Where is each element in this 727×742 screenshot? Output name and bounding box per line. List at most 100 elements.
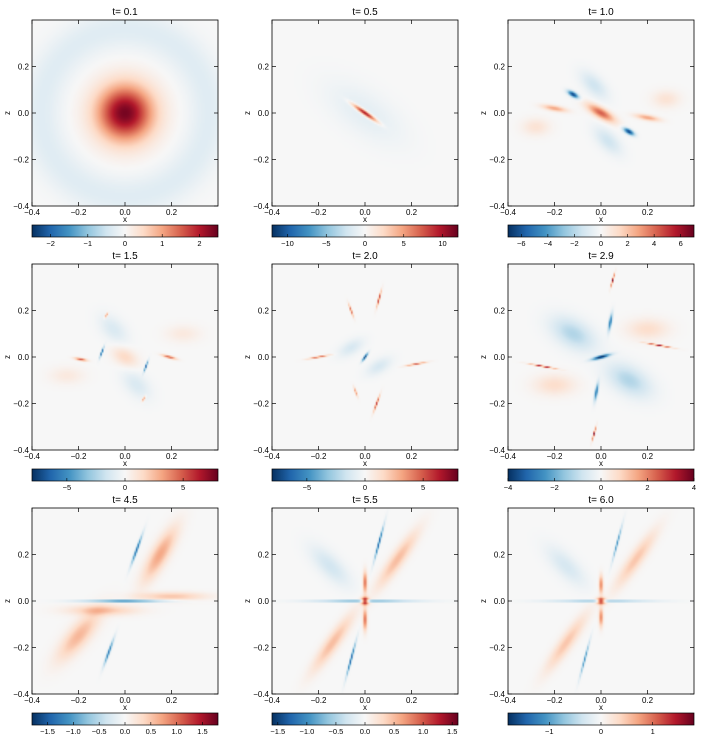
colorbar-tick-label: 1.0 [418, 727, 428, 736]
x-tick-label: 0.2 [166, 452, 178, 461]
y-tick-label: 0.0 [18, 109, 30, 118]
x-axis-label: x [363, 459, 367, 468]
y-axis-label: z [243, 599, 252, 603]
y-tick-label: 0.0 [494, 109, 506, 118]
y-tick-label: −0.4 [489, 202, 505, 211]
panel-1: t= 0.1 −0.4 −0.2 0.0 0.2 −0.4 −0.2 0.0 0.2 x z −2 −1… [3, 7, 219, 248]
colorbar-tick-label: −5 [303, 483, 312, 492]
y-tick-label: −0.2 [253, 644, 269, 653]
y-tick-label: 0.0 [494, 353, 506, 362]
y-tick-label: 0.2 [258, 307, 270, 316]
panel-9: t= 6.0 −0.4 −0.2 0.0 0.2 −0.4 −0.2 0.0 0.2 x z −1 0 1 [479, 495, 695, 736]
colorbar-tick-label: 1.5 [197, 727, 207, 736]
x-axis-label: x [123, 215, 127, 224]
x-tick-label: −0.4 [264, 208, 280, 217]
colorbar-tick-label: −1.0 [299, 727, 314, 736]
colorbar-tick-label: 0 [123, 483, 127, 492]
panel-2: t= 0.5 −0.4 −0.2 0.0 0.2 −0.4 −0.2 0.0 0.2 x z −10 −… [243, 7, 459, 248]
y-tick-label: −0.4 [13, 446, 29, 455]
panel-7: t= 4.5 −0.4 −0.2 0.0 0.2 −0.4 −0.2 0.0 0.2 x z −1.5… [3, 495, 219, 736]
y-tick-label: 0.0 [18, 353, 30, 362]
colorbar-tick-label: 5 [402, 239, 406, 248]
colorbar-tick-label: −1.0 [66, 727, 81, 736]
colorbar-tick-label: 2 [625, 239, 629, 248]
y-tick-label: 0.0 [258, 109, 270, 118]
x-tick-label: 0.0 [119, 208, 131, 217]
colorbar-tick-label: 5 [181, 483, 185, 492]
x-tick-label: 0.0 [595, 452, 607, 461]
heatmap-image [272, 20, 458, 206]
y-tick-label: 0.2 [18, 551, 30, 560]
y-tick-label: −0.2 [253, 400, 269, 409]
colorbar-tick-label: 0 [599, 727, 603, 736]
colorbar-tick-label: 4 [652, 239, 656, 248]
colorbar-tick-label: −1 [84, 239, 93, 248]
x-axis-label: x [363, 215, 367, 224]
y-axis-label: z [3, 355, 12, 359]
x-tick-label: −0.4 [24, 208, 40, 217]
y-tick-label: 0.0 [494, 597, 506, 606]
y-tick-label: −0.4 [253, 690, 269, 699]
heatmap-image [32, 20, 218, 206]
colorbar-tick-label: −4 [504, 483, 513, 492]
x-tick-label: 0.2 [406, 452, 418, 461]
panel-8: t= 5.5 −0.4 −0.2 0.0 0.2 −0.4 −0.2 0.0 0.2 x z −1.5… [243, 495, 459, 736]
y-tick-label: −0.4 [489, 446, 505, 455]
panel-5: t= 2.0 −0.4 −0.2 0.0 0.2 −0.4 −0.2 0.0 0.2 x z −5 0 5 [243, 251, 459, 492]
x-tick-label: −0.2 [71, 696, 87, 705]
colorbar-tick-label: 2 [645, 483, 649, 492]
x-tick-label: 0.2 [166, 696, 178, 705]
x-tick-label: −0.2 [311, 696, 327, 705]
x-axis-label: x [123, 703, 127, 712]
panel-title: t= 2.0 [352, 251, 378, 262]
x-tick-label: −0.4 [24, 696, 40, 705]
y-tick-label: 0.2 [494, 551, 506, 560]
panel-title: t= 1.0 [588, 7, 614, 18]
x-tick-label: −0.4 [264, 696, 280, 705]
y-tick-label: −0.2 [13, 644, 29, 653]
x-tick-label: −0.2 [311, 452, 327, 461]
colorbar-tick-label: −2 [550, 483, 559, 492]
y-tick-label: −0.4 [13, 202, 29, 211]
x-tick-label: 0.0 [359, 696, 371, 705]
colorbar-tick-label: 0 [123, 239, 127, 248]
x-tick-label: −0.2 [311, 208, 327, 217]
y-axis-label: z [479, 599, 488, 603]
y-tick-label: −0.2 [489, 644, 505, 653]
x-axis-label: x [123, 459, 127, 468]
x-tick-label: −0.4 [264, 452, 280, 461]
y-axis-label: z [3, 111, 12, 115]
heatmap-image [272, 264, 458, 450]
colorbar-tick-label: 1.5 [447, 727, 457, 736]
colorbar-tick-label: −4 [544, 239, 553, 248]
x-tick-label: −0.4 [500, 452, 516, 461]
colorbar-tick-label: −6 [517, 239, 526, 248]
y-tick-label: 0.2 [258, 551, 270, 560]
colorbar-tick-label: 0.5 [389, 727, 399, 736]
y-tick-label: 0.2 [18, 63, 30, 72]
x-axis-label: x [599, 459, 603, 468]
x-tick-label: −0.2 [71, 208, 87, 217]
heatmap-image [508, 508, 694, 694]
colorbar-tick-label: 0.5 [146, 727, 156, 736]
x-tick-label: 0.0 [595, 208, 607, 217]
heatmap-image [32, 508, 218, 694]
colorbar-tick-label: 4 [692, 483, 696, 492]
x-tick-label: −0.2 [547, 452, 563, 461]
panel-title: t= 0.1 [112, 7, 138, 18]
x-axis-label: x [599, 215, 603, 224]
y-axis-label: z [243, 111, 252, 115]
heatmap-image [508, 264, 694, 450]
colorbar-tick-label: −1.5 [40, 727, 55, 736]
colorbar-tick-label: 0 [599, 239, 603, 248]
panel-title: t= 2.9 [588, 251, 614, 262]
y-axis-label: z [3, 599, 12, 603]
y-tick-label: −0.4 [253, 446, 269, 455]
x-axis-label: x [599, 703, 603, 712]
x-tick-label: 0.0 [359, 452, 371, 461]
colorbar-tick-label: −0.5 [92, 727, 107, 736]
y-tick-label: 0.2 [494, 307, 506, 316]
heatmap-image [508, 20, 694, 206]
x-tick-label: −0.2 [547, 208, 563, 217]
